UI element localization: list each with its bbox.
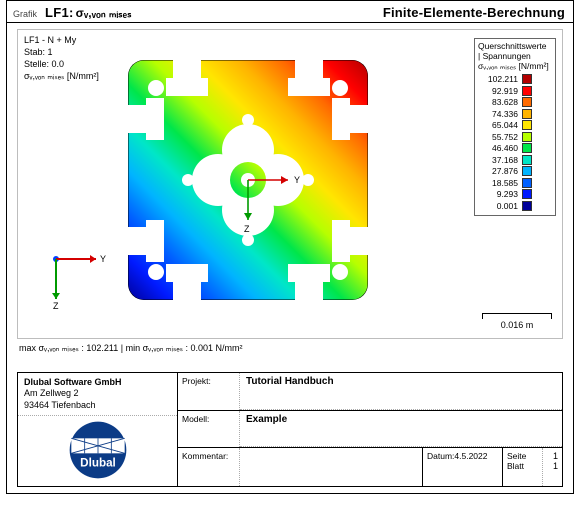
company-logo: Dlubal bbox=[18, 415, 177, 486]
legend-swatch bbox=[522, 143, 532, 153]
svg-text:Z: Z bbox=[244, 224, 250, 234]
legend-swatch bbox=[522, 155, 532, 165]
legend-row: 18.585 bbox=[478, 177, 552, 189]
legend-row: 0.001 bbox=[478, 200, 552, 212]
legend-swatch bbox=[522, 86, 532, 96]
legend-rows: 102.211 92.91983.628 74.33665.044 55.75246.… bbox=[478, 73, 552, 211]
plot-info-unit: σᵥ,ᵥₒₙ ₘᵢₛₑₛ [N/mm²] bbox=[24, 70, 99, 82]
plot-info-line1: LF1 - N + My bbox=[24, 34, 99, 46]
legend-row: 65.044 bbox=[478, 119, 552, 131]
legend-row: 92.919 bbox=[478, 85, 552, 97]
header-right: Finite-Elemente-Berechnung bbox=[383, 5, 565, 20]
plot-footer: max σᵥ,ᵥₒₙ ₘᵢₛₑₛ : 102.211 | min σᵥ,ᵥₒₙ … bbox=[7, 343, 573, 358]
svg-text:Dlubal: Dlubal bbox=[80, 456, 116, 469]
datum: Datum:4.5.2022 bbox=[422, 448, 502, 486]
title-block: Dlubal Software GmbH Am Zellweg 2 93464 … bbox=[17, 372, 563, 487]
seite-blatt-values: 1 1 bbox=[542, 448, 562, 486]
company-address: Dlubal Software GmbH Am Zellweg 2 93464 … bbox=[18, 373, 177, 415]
legend-value: 65.044 bbox=[478, 120, 518, 130]
legend-row: 74.336 bbox=[478, 108, 552, 120]
legend-value: 46.460 bbox=[478, 143, 518, 153]
scale-bar: 0.016 m bbox=[482, 313, 552, 330]
modell-value: Example bbox=[240, 411, 562, 448]
axes-icon: Y Z bbox=[46, 249, 106, 312]
legend-row: 83.628 bbox=[478, 96, 552, 108]
header-tag: Grafik bbox=[13, 9, 37, 19]
kommentar-value bbox=[240, 448, 422, 486]
legend-swatch bbox=[522, 120, 532, 130]
legend-row: 102.211 bbox=[478, 73, 552, 85]
seite-blatt-labels: Seite Blatt bbox=[502, 448, 542, 486]
legend-row: 9.293 bbox=[478, 188, 552, 200]
legend-swatch bbox=[522, 97, 532, 107]
legend-swatch bbox=[522, 74, 532, 84]
svg-text:Y: Y bbox=[100, 254, 106, 264]
svg-text:Y: Y bbox=[294, 175, 300, 185]
legend-swatch bbox=[522, 201, 532, 211]
legend-value: 55.752 bbox=[478, 132, 518, 142]
legend-value: 27.876 bbox=[478, 166, 518, 176]
legend-swatch bbox=[522, 189, 532, 199]
modell-label: Modell: bbox=[178, 411, 240, 448]
kommentar-label: Kommentar: bbox=[178, 448, 240, 486]
legend-value: 92.919 bbox=[478, 86, 518, 96]
plot-info: LF1 - N + My Stab: 1 Stelle: 0.0 σᵥ,ᵥₒₙ … bbox=[24, 34, 99, 83]
projekt-label: Projekt: bbox=[178, 373, 240, 410]
legend-swatch bbox=[522, 178, 532, 188]
legend-value: 18.585 bbox=[478, 178, 518, 188]
legend-value: 102.211 bbox=[478, 74, 518, 84]
legend-title: Querschnittswerte | Spannungen σᵥ,ᵥₒₙ ₘᵢ… bbox=[478, 42, 552, 71]
header-bar: Grafik LF1: σᵥ,ᵥₒₙ ₘᵢₛₑₛ Finite-Elemente… bbox=[7, 1, 573, 23]
header-lf: LF1: bbox=[45, 5, 74, 20]
legend-value: 74.336 bbox=[478, 109, 518, 119]
legend-swatch bbox=[522, 132, 532, 142]
legend: Querschnittswerte | Spannungen σᵥ,ᵥₒₙ ₘᵢ… bbox=[474, 38, 556, 216]
svg-text:Z: Z bbox=[53, 301, 59, 309]
legend-value: 37.168 bbox=[478, 155, 518, 165]
legend-row: 55.752 bbox=[478, 131, 552, 143]
legend-row: 46.460 bbox=[478, 142, 552, 154]
projekt-value: Tutorial Handbuch bbox=[240, 373, 562, 410]
header-sigma: σᵥ,ᵥₒₙ ₘᵢₛₑₛ bbox=[76, 6, 132, 20]
legend-value: 0.001 bbox=[478, 201, 518, 211]
legend-value: 9.293 bbox=[478, 189, 518, 199]
page-frame: Grafik LF1: σᵥ,ᵥₒₙ ₘᵢₛₑₛ Finite-Elemente… bbox=[6, 0, 574, 494]
legend-value: 83.628 bbox=[478, 97, 518, 107]
plot-box: LF1 - N + My Stab: 1 Stelle: 0.0 σᵥ,ᵥₒₙ … bbox=[17, 29, 563, 339]
legend-row: 37.168 bbox=[478, 154, 552, 166]
legend-row: 27.876 bbox=[478, 165, 552, 177]
plot-info-stab: Stab: 1 bbox=[24, 46, 99, 58]
plot-info-stelle: Stelle: 0.0 bbox=[24, 58, 99, 70]
legend-swatch bbox=[522, 166, 532, 176]
legend-swatch bbox=[522, 109, 532, 119]
fea-diagram: Y Z bbox=[118, 50, 378, 310]
